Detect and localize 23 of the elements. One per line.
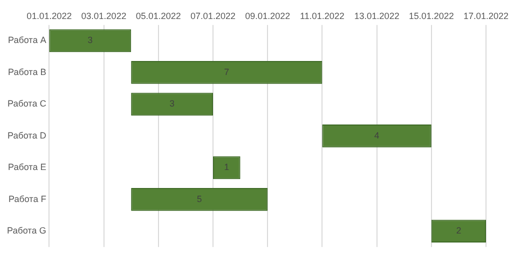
y-tick-label: Работа G xyxy=(6,226,46,236)
data-label: 1 xyxy=(224,162,230,172)
y-tick-label: Работа F xyxy=(8,194,47,204)
data-label: 3 xyxy=(170,98,175,109)
data-label: 2 xyxy=(456,226,462,236)
data-label: 4 xyxy=(374,130,380,140)
x-tick-label: 15.01.2022 xyxy=(408,10,454,21)
y-tick-label: Работа C xyxy=(7,98,47,109)
x-tick-label: 07.01.2022 xyxy=(190,10,236,21)
x-tick-label: 03.01.2022 xyxy=(81,10,126,21)
y-tick-label: Работа B xyxy=(8,66,46,77)
data-label: 7 xyxy=(224,66,230,77)
y-tick-label: Работа D xyxy=(7,130,47,140)
x-tick-label: 13.01.2022 xyxy=(354,10,400,21)
x-tick-label: 09.01.2022 xyxy=(245,10,290,21)
x-tick-label: 05.01.2022 xyxy=(136,10,181,21)
data-label: 5 xyxy=(196,194,202,204)
x-tick-label: 11.01.2022 xyxy=(300,10,344,21)
data-label: 3 xyxy=(88,35,93,46)
y-tick-label: Работа E xyxy=(8,162,46,172)
x-tick-label: 17.01.2022 xyxy=(463,10,509,21)
x-tick-label: 01.01.2022 xyxy=(26,10,72,21)
y-tick-label: Работа A xyxy=(8,35,46,46)
